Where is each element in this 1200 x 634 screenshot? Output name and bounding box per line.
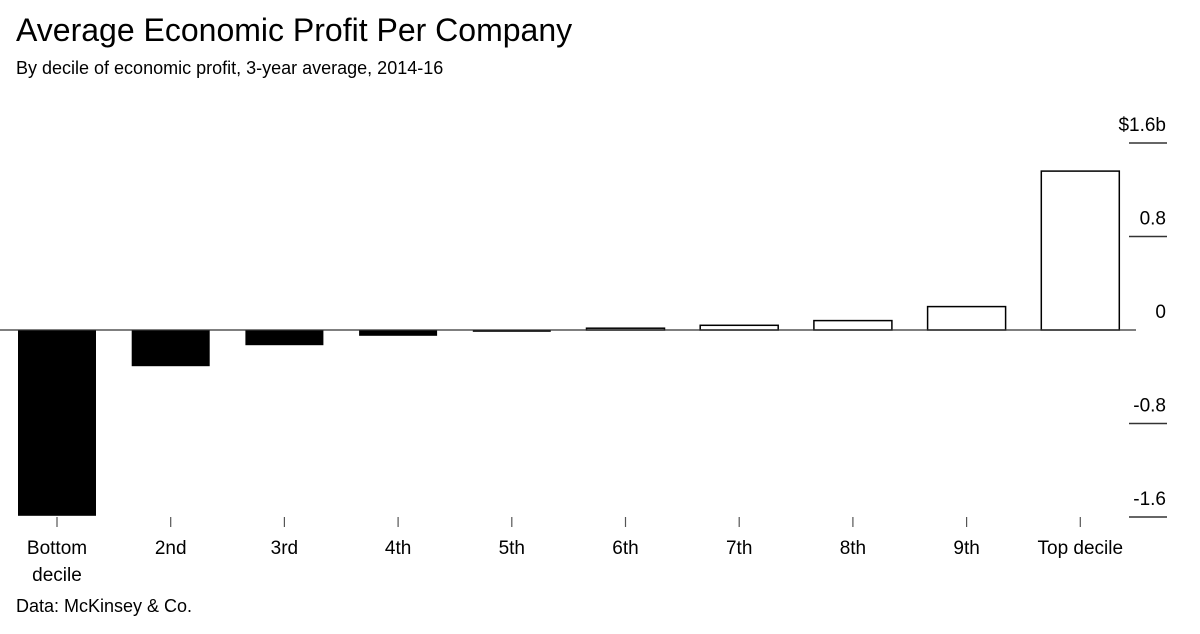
x-tick-label: 8th	[840, 538, 866, 559]
x-tick-label: 4th	[385, 538, 411, 559]
x-tick-label: 2nd	[155, 538, 187, 559]
bar-2	[245, 330, 324, 346]
bar-3	[359, 330, 438, 336]
x-tick-label: 6th	[612, 538, 638, 559]
x-axis: Bottom decile 2nd 3rd 4th 5th 6th 7th 8th 9th Top …	[27, 517, 1123, 586]
chart-subtitle: By decile of economic profit, 3-year ave…	[16, 58, 444, 78]
x-tick-label: 3rd	[271, 538, 298, 559]
y-tick-label: 0.8	[1140, 209, 1166, 230]
y-axis: $1.6b 0.8 0 -0.8 -1.6	[1118, 115, 1167, 518]
bar-0	[18, 330, 96, 516]
x-tick-label: Bottom decile	[27, 538, 87, 586]
chart-title: Average Economic Profit Per Company	[16, 12, 573, 48]
bar-7	[813, 319, 893, 331]
bar-8	[926, 305, 1007, 331]
bar-1	[131, 330, 210, 367]
y-tick-label: $1.6b	[1118, 115, 1166, 136]
source-note: Data: McKinsey & Co.	[16, 596, 193, 616]
y-tick-label: -1.6	[1133, 489, 1166, 510]
x-tick-label: 5th	[499, 538, 525, 559]
x-tick-label: Top decile	[1038, 538, 1124, 559]
bars-group	[18, 170, 1121, 516]
bar-4	[472, 330, 551, 332]
y-tick-label: 0	[1155, 302, 1166, 323]
x-tick-label: 7th	[726, 538, 752, 559]
x-tick-label: 9th	[953, 538, 979, 559]
bar-9	[1040, 170, 1121, 331]
y-tick-label: -0.8	[1133, 396, 1166, 417]
bar-6	[699, 324, 779, 331]
